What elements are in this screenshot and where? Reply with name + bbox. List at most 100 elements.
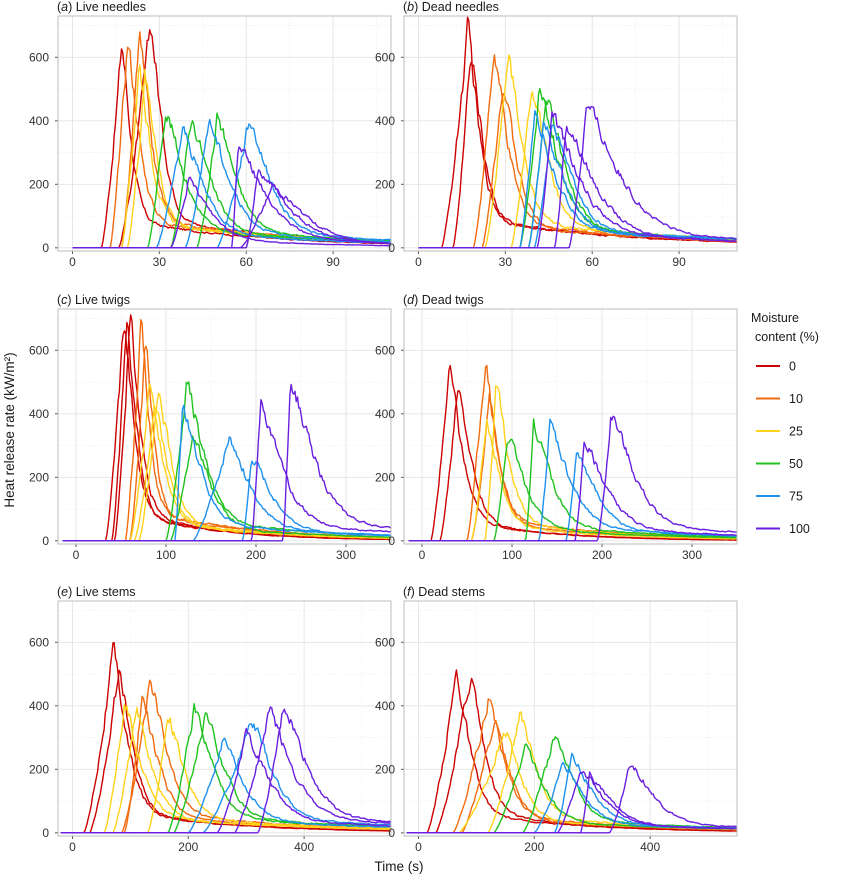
x-tick-label: 400 (294, 840, 314, 854)
y-tick-label: 600 (375, 50, 395, 64)
panel-border (403, 600, 738, 837)
y-tick-label: 0 (388, 826, 395, 840)
x-tick-label: 0 (69, 840, 76, 854)
gridlines (58, 601, 391, 836)
x-tick-label: 300 (682, 548, 702, 562)
y-tick-label: 200 (375, 470, 395, 484)
series-line-mc-25 (62, 406, 391, 542)
panel-title: (f) Dead stems (403, 585, 485, 599)
series-lines (72, 29, 391, 249)
series-line-mc-0 (60, 669, 391, 834)
y-tick-label: 0 (42, 241, 49, 255)
panel-border (57, 600, 392, 837)
panel-e: (e) Live stems 0 200 400 0 200 400 600 (29, 585, 392, 854)
series-line-mc-100 (418, 105, 737, 249)
series-lines (406, 669, 737, 834)
series-line-mc-100 (62, 399, 391, 542)
legend-label-0: 0 (789, 360, 796, 374)
legend-label-50: 50 (789, 457, 803, 471)
y-tick-label: 600 (375, 343, 395, 357)
gridlines (404, 16, 737, 251)
y-tick-label: 200 (375, 177, 395, 191)
panel-title: (d) Dead twigs (403, 293, 484, 307)
series-line-mc-25 (62, 383, 391, 542)
x-tick-label: 0 (69, 255, 76, 269)
series-line-mc-75 (418, 109, 737, 249)
x-tick-label: 60 (240, 255, 254, 269)
series-line-mc-75 (60, 737, 391, 834)
series-line-mc-75 (408, 418, 737, 542)
series-line-mc-100 (406, 765, 737, 834)
series-line-mc-50 (62, 381, 391, 542)
series-line-mc-100 (408, 415, 737, 542)
series-lines (60, 642, 391, 834)
x-tick-label: 60 (586, 255, 600, 269)
series-line-mc-10 (72, 46, 391, 249)
x-tick-label: 200 (178, 840, 198, 854)
x-tick-label: 30 (499, 255, 513, 269)
y-tick-label: 400 (29, 407, 49, 421)
x-tick-label: 0 (73, 548, 80, 562)
x-tick-label: 200 (592, 548, 612, 562)
x-tick-label: 90 (326, 255, 340, 269)
legend-label-100: 100 (789, 522, 810, 536)
series-line-mc-10 (406, 698, 737, 834)
x-tick-label: 200 (524, 840, 544, 854)
series-line-mc-100 (60, 708, 391, 834)
panel-d: (d) Dead twigs 0 100 200 300 0 200 400 600 (375, 293, 738, 562)
series-line-mc-10 (62, 345, 391, 542)
series-line-mc-100 (72, 169, 391, 249)
series-line-mc-10 (60, 679, 391, 834)
series-line-mc-50 (418, 99, 737, 249)
y-tick-label: 200 (29, 177, 49, 191)
legend-label-10: 10 (789, 392, 803, 406)
y-axis-title: Heat release rate (kW/m²) (2, 352, 17, 507)
series-line-mc-0 (418, 61, 737, 249)
panel-title: (b) Dead needles (403, 0, 499, 14)
panel-c: (c) Live twigs 0 100 200 300 0 200 400 600 (29, 293, 392, 562)
gridlines (58, 16, 391, 251)
y-tick-label: 400 (375, 114, 395, 128)
series-lines (62, 314, 391, 542)
series-line-mc-25 (60, 706, 391, 834)
y-tick-label: 200 (29, 470, 49, 484)
series-line-mc-50 (406, 743, 737, 834)
x-tick-label: 300 (336, 548, 356, 562)
x-tick-label: 30 (153, 255, 167, 269)
panel-border (57, 308, 392, 545)
panel-border (403, 15, 738, 252)
series-line-mc-0 (418, 16, 737, 249)
y-tick-label: 600 (375, 635, 395, 649)
y-tick-label: 600 (29, 50, 49, 64)
y-tick-label: 600 (29, 635, 49, 649)
series-lines (418, 16, 737, 249)
y-tick-label: 400 (375, 407, 395, 421)
panel-border (57, 15, 392, 252)
series-line-mc-25 (418, 54, 737, 249)
panel-border (403, 308, 738, 545)
series-line-mc-0 (408, 390, 737, 542)
y-tick-label: 400 (29, 114, 49, 128)
panel-f: (f) Dead stems 0 200 400 0 200 400 600 (375, 585, 738, 854)
y-tick-label: 0 (42, 826, 49, 840)
y-tick-label: 0 (388, 534, 395, 548)
panel-title: (e) Live stems (57, 585, 136, 599)
y-tick-label: 400 (375, 699, 395, 713)
x-tick-label: 0 (419, 548, 426, 562)
panel-a: (a) Live needles 0 30 60 90 0 200 400 600 (29, 0, 392, 269)
panel-b: (b) Dead needles 0 30 60 90 0 200 400 600 (375, 0, 738, 269)
legend-title-line2: content (%) (755, 330, 819, 344)
y-tick-label: 0 (42, 534, 49, 548)
series-line-mc-75 (62, 404, 391, 542)
series-line-mc-100 (62, 383, 391, 542)
y-tick-label: 0 (388, 241, 395, 255)
y-tick-label: 200 (29, 762, 49, 776)
x-tick-label: 90 (672, 255, 686, 269)
series-line-mc-100 (418, 111, 737, 249)
x-tick-label: 400 (640, 840, 660, 854)
series-line-mc-25 (406, 711, 737, 834)
panel-title: (a) Live needles (57, 0, 146, 14)
series-line-mc-10 (418, 54, 737, 249)
